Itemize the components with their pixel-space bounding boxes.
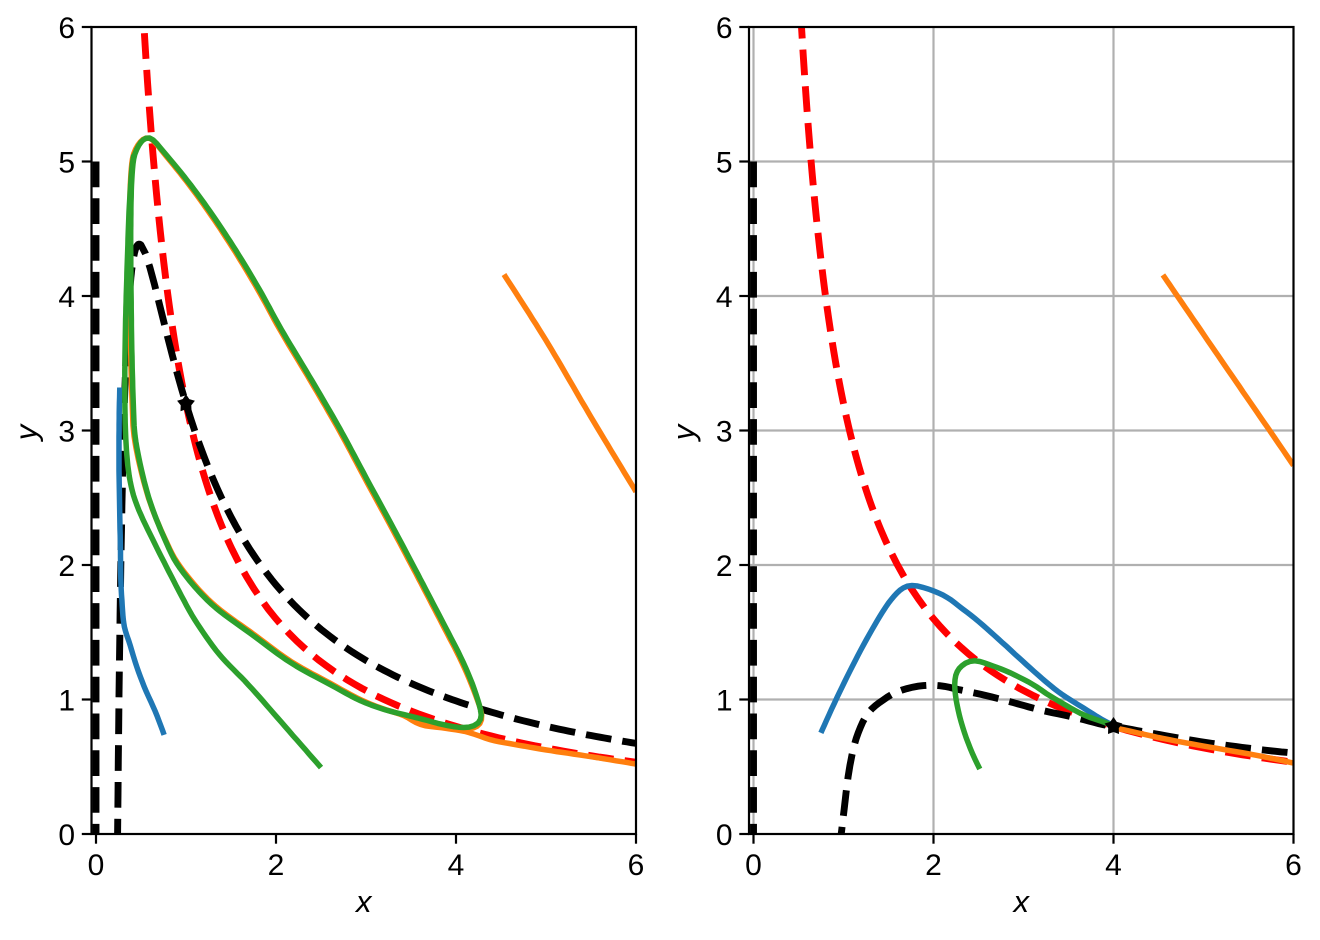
svg-text:2: 2 [58, 550, 75, 583]
svg-text:6: 6 [628, 849, 645, 882]
svg-text:6: 6 [1285, 849, 1302, 882]
svg-text:3: 3 [58, 416, 75, 449]
svg-text:4: 4 [448, 849, 465, 882]
svg-text:2: 2 [268, 849, 285, 882]
svg-text:2: 2 [925, 849, 942, 882]
svg-text:4: 4 [58, 281, 75, 314]
svg-text:4: 4 [716, 281, 733, 314]
svg-text:x: x [1011, 884, 1030, 919]
svg-text:6: 6 [58, 12, 75, 45]
svg-text:0: 0 [745, 849, 762, 882]
svg-text:x: x [354, 884, 373, 919]
svg-text:2: 2 [716, 550, 733, 583]
svg-text:0: 0 [88, 849, 105, 882]
svg-text:5: 5 [58, 147, 75, 180]
svg-text:1: 1 [716, 685, 733, 718]
svg-text:4: 4 [1105, 849, 1122, 882]
svg-text:6: 6 [716, 12, 733, 45]
svg-text:0: 0 [716, 819, 733, 852]
svg-text:5: 5 [716, 147, 733, 180]
svg-text:y: y [9, 422, 44, 442]
svg-text:1: 1 [58, 685, 75, 718]
svg-text:3: 3 [716, 416, 733, 449]
svg-text:y: y [666, 422, 701, 442]
svg-text:0: 0 [58, 819, 75, 852]
